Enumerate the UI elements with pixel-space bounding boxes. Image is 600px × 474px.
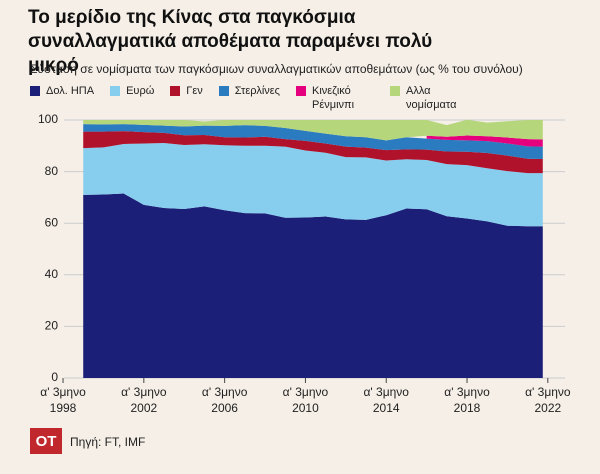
area [83,131,543,174]
area [83,124,543,159]
legend-swatch [170,86,181,96]
legend-swatch [218,86,229,96]
area [426,135,543,147]
y-tick-label: 20 [45,319,59,333]
x-tick-label: α' 3μηνο 2022 [525,385,571,415]
legend-swatch [110,86,121,96]
x-tick-label: α' 3μηνο 2010 [282,385,329,415]
chart-title: Το μερίδιο της Κίνας στα παγκόσμια συναλ… [28,7,433,76]
legend-item: Στερλίνες [218,84,280,112]
legend: Δολ. ΗΠΑ Ευρώ Γεν Στερλίνες Κινεζικό Ρένμινπ… [30,84,468,112]
legend-item: Δολ. ΗΠΑ [30,84,94,112]
legend-swatch [30,86,40,96]
legend-swatch [390,86,400,96]
legend-label: Αλλα νομίσματα [406,85,457,111]
legend-item: Ευρώ [110,84,154,112]
x-tick-label: α' 3μηνο 2006 [201,385,248,415]
legend-label: Κινεζικό Ρένμινπι [312,85,355,111]
y-tick-label: 60 [45,215,59,229]
x-tick-label: α' 3μηνο 1998 [40,385,86,415]
area [83,142,543,227]
x-tick-label: α' 3μηνο 2002 [121,385,167,415]
chart-subtitle: Σύσταση σε νομίσματα των παγκόσμιων συνα… [30,62,523,76]
source: Πηγή: FT, IMF [70,435,146,449]
legend-swatch [296,86,306,96]
legend-label: Στερλίνες [234,85,280,97]
legend-item: Γεν [170,84,203,112]
area [83,193,543,378]
y-tick-label: 40 [45,267,59,281]
legend-item: Αλλα νομίσματα [390,84,468,112]
legend-item: Κινεζικό Ρένμινπι [296,84,374,112]
y-tick-label: 100 [38,112,58,126]
legend-label: Ευρώ [126,85,155,97]
legend-label: Δολ. ΗΠΑ [46,85,95,97]
area [83,119,543,141]
logo: OT [30,428,62,454]
legend-label: Γεν [186,85,203,97]
x-tick-label: α' 3μηνο 2014 [363,385,409,415]
y-tick-label: 0 [51,370,58,384]
y-tick-label: 80 [45,164,59,178]
x-tick-label: α' 3μηνο 2018 [444,385,490,415]
